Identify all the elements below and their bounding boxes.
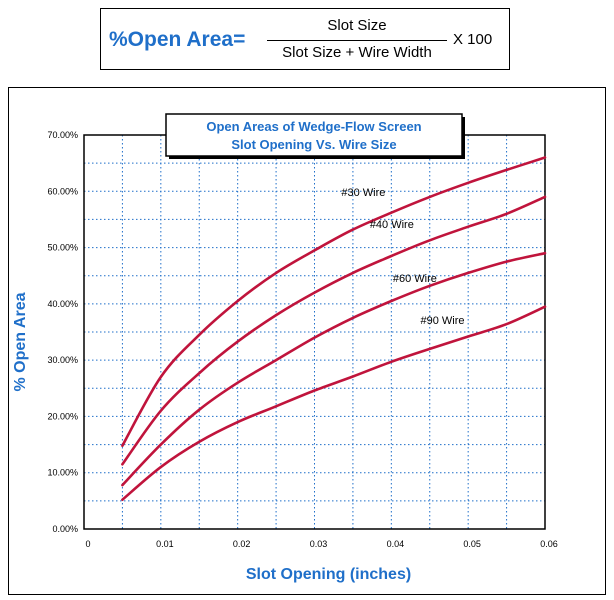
- x-tick-label: 0.03: [310, 539, 328, 549]
- formula-lhs: %Open Area=: [109, 28, 246, 51]
- series-label-3: #60 Wire: [393, 273, 437, 285]
- x-tick-label: 0: [85, 539, 90, 549]
- series-line-3: [121, 251, 547, 487]
- x-tick-labels: 0 0.01 0.02 0.03 0.04 0.05 0.06: [85, 539, 557, 549]
- y-tick-label: 60.00%: [47, 186, 78, 196]
- x-tick-label: 0.04: [387, 539, 405, 549]
- y-tick-label: 10.00%: [47, 468, 78, 478]
- title-box: [165, 113, 463, 157]
- y-tick-label: 50.00%: [47, 243, 78, 253]
- formula-denominator: Slot Size + Wire Width: [282, 44, 432, 61]
- series-line-2: [121, 195, 547, 466]
- series-label-1: #30 Wire: [341, 187, 385, 199]
- y-tick-labels: 0.00% 10.00% 20.00% 30.00% 40.00% 50.00% 60.00…: [47, 130, 78, 534]
- x-tick-label: 0.05: [463, 539, 481, 549]
- series-line-4: [121, 305, 547, 501]
- y-tick-label: 70.00%: [47, 130, 78, 140]
- x-axis-label: Slot Opening (inches): [246, 566, 411, 583]
- chart-title-line-2: Slot Opening Vs. Wire Size: [231, 137, 396, 152]
- formula-numerator: Slot Size: [327, 17, 387, 34]
- formula-multiplier: X 100: [453, 31, 493, 48]
- chart-title-line-1: Open Areas of Wedge-Flow Screen: [206, 119, 421, 134]
- y-tick-label: 30.00%: [47, 355, 78, 365]
- x-tick-label: 0.01: [156, 539, 174, 549]
- x-tick-label: 0.02: [233, 539, 251, 549]
- y-tick-label: 40.00%: [47, 299, 78, 309]
- series-label-2: #40 Wire: [370, 219, 414, 231]
- x-tick-label: 0.06: [540, 539, 558, 549]
- series-labels: #30 Wire #40 Wire #60 Wire #90 Wire: [341, 187, 464, 327]
- series-line-1: [121, 156, 547, 447]
- chart-title-box: Open Areas of Wedge-Flow Screen Slot Ope…: [165, 113, 465, 159]
- series-lines: [121, 156, 547, 501]
- grid-lines: [84, 135, 545, 529]
- y-tick-label: 0.00%: [52, 524, 78, 534]
- fraction-bar: [267, 40, 447, 41]
- formula-box: %Open Area= Slot Size Slot Size + Wire W…: [100, 8, 510, 70]
- series-label-4: #90 Wire: [421, 315, 465, 327]
- y-tick-label: 20.00%: [47, 411, 78, 421]
- y-axis-label: % Open Area: [12, 292, 29, 391]
